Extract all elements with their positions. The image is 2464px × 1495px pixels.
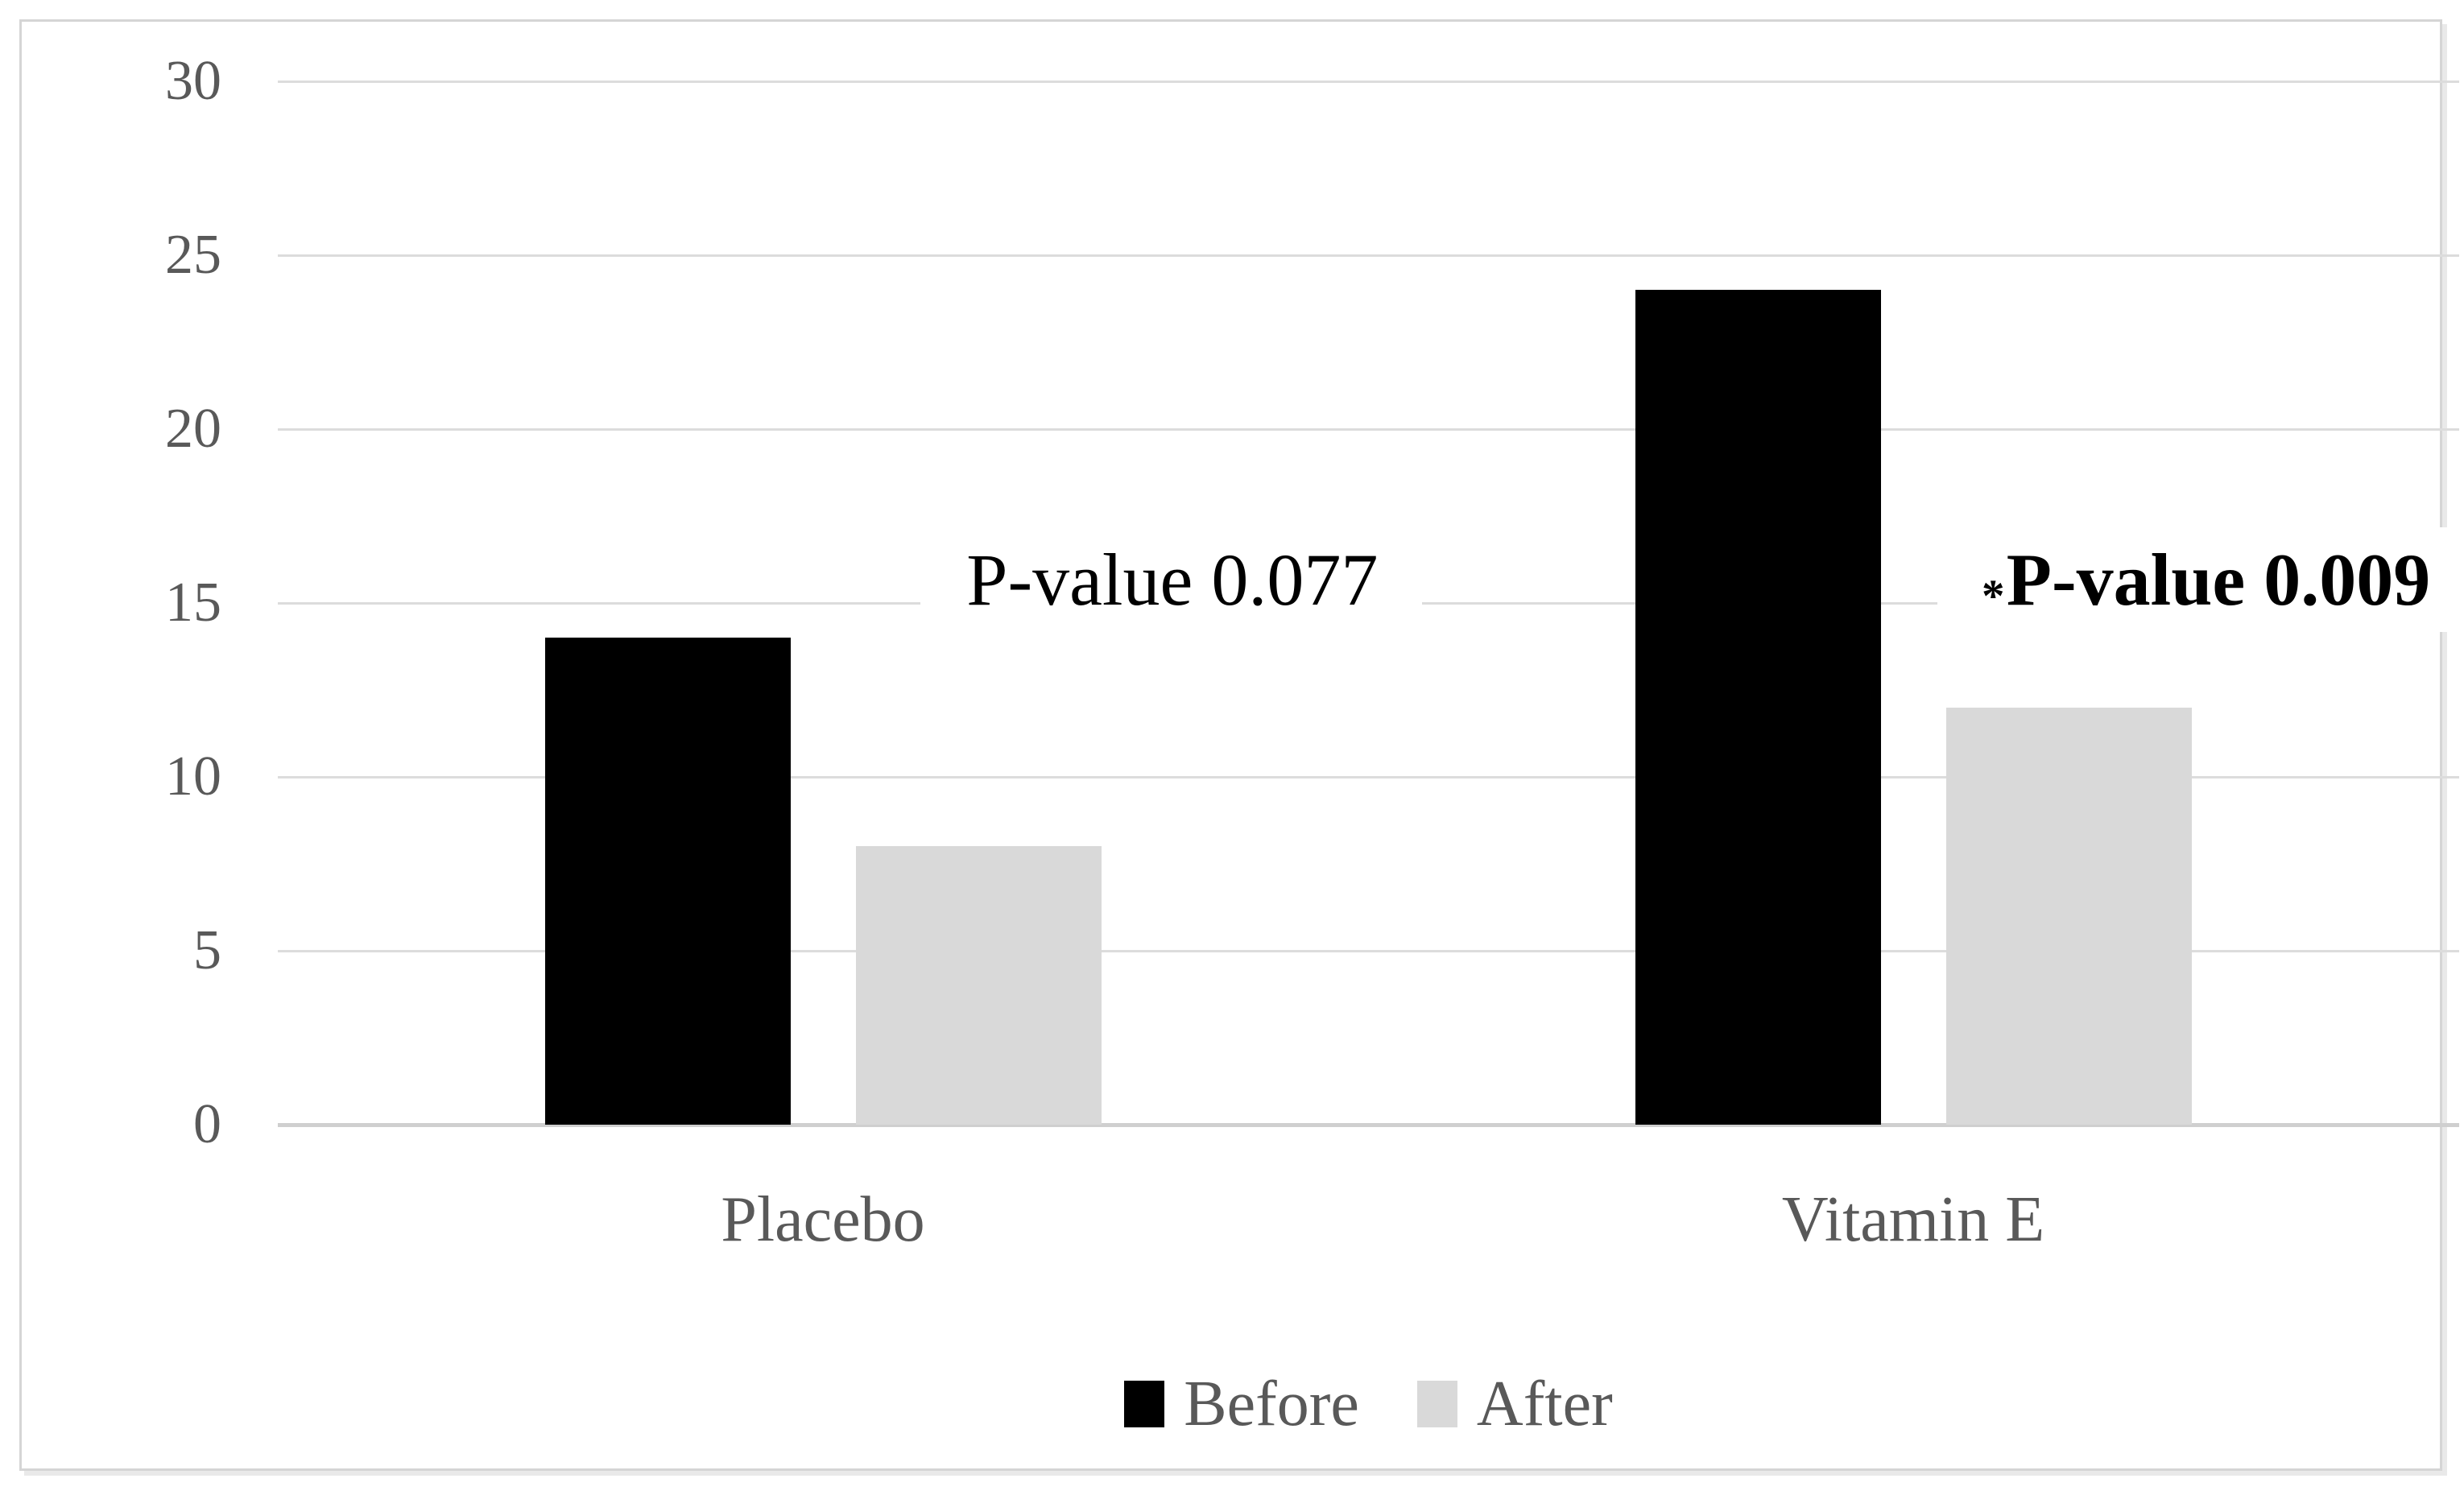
asterisk-mark: * (1982, 570, 2005, 622)
bar-vitamin-e-before (1635, 290, 1882, 1125)
y-axis-tick-label: 5 (193, 919, 221, 981)
annotation-text: P-value 0.077 (966, 539, 1379, 621)
annotation-pvalue-placebo: P-value 0.077 (920, 527, 1423, 632)
y-axis-tick-label: 0 (193, 1093, 221, 1155)
x-axis-line (278, 1123, 2459, 1127)
bar-placebo-before (544, 638, 791, 1125)
category-label-vitamin-e: Vitamin E (1781, 1184, 2045, 1255)
bar-placebo-after (855, 846, 1102, 1125)
gridline (278, 81, 2459, 83)
legend-item-after: After (1416, 1369, 1613, 1439)
y-axis-tick-label: 20 (165, 398, 221, 460)
gridline (278, 950, 2459, 952)
gridline (278, 428, 2459, 431)
legend-label-before: Before (1184, 1369, 1359, 1439)
bar-vitamin-e-after (1946, 707, 2193, 1125)
annotation-pvalue-vitamin-e: *P-value 0.009 (1937, 527, 2464, 632)
annotation-text: P-value 0.009 (2006, 539, 2431, 621)
plot-area (278, 81, 2459, 1127)
chart-frame: 30 25 20 15 10 5 0 P-value 0.077 *P-value 0.00… (19, 19, 2464, 1471)
y-axis-tick-label: 30 (165, 50, 221, 112)
legend-swatch-before-icon (1124, 1381, 1165, 1427)
gridline (278, 776, 2459, 778)
y-axis-tick-label: 15 (165, 572, 221, 634)
legend: Before After (278, 1368, 2459, 1440)
y-axis-tick-label: 25 (165, 224, 221, 286)
legend-item-before: Before (1124, 1369, 1359, 1439)
legend-label-after: After (1476, 1369, 1613, 1439)
y-axis-tick-label: 10 (165, 745, 221, 807)
legend-swatch-after-icon (1416, 1381, 1457, 1427)
category-label-placebo: Placebo (721, 1184, 925, 1255)
gridline (278, 254, 2459, 257)
